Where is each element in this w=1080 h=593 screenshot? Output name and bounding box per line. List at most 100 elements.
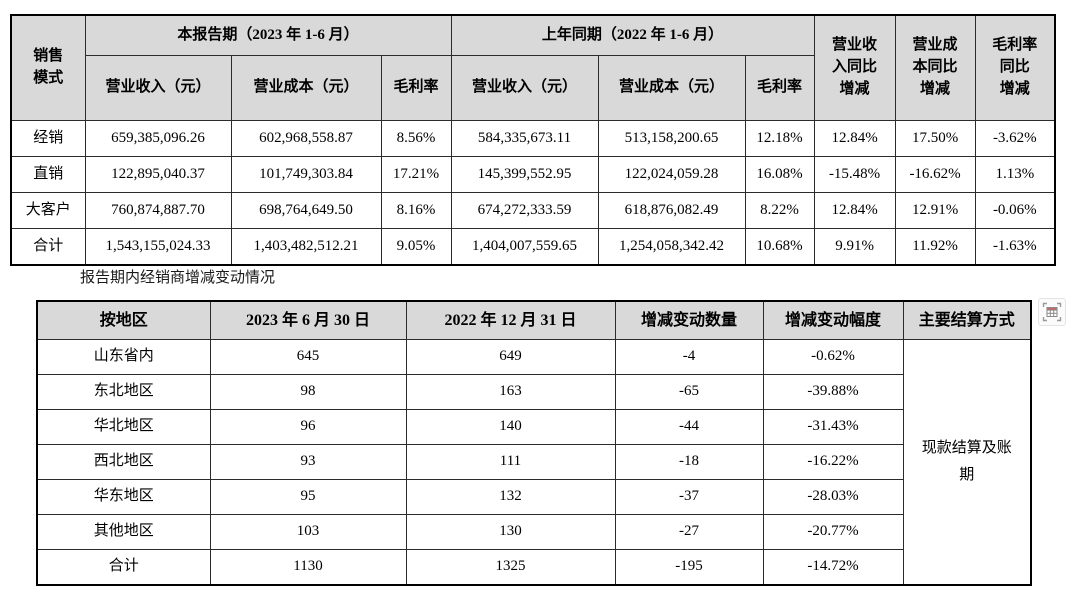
header-gross-margin-yoy: 毛利率 同比 增减 <box>974 14 1056 121</box>
table-cell: 8.56% <box>380 120 452 157</box>
table-cell: 98 <box>209 374 407 410</box>
table-cell: -20.77% <box>762 514 904 550</box>
table-cell: 659,385,096.26 <box>84 120 232 157</box>
table-cell: 96 <box>209 409 407 445</box>
table-cell: 698,764,649.50 <box>230 192 382 229</box>
table-cell: 95 <box>209 479 407 515</box>
table-cell: -195 <box>614 549 764 586</box>
table-row: 西北地区 93 111 -18 -16.22% <box>36 444 1031 480</box>
table-cell: -31.43% <box>762 409 904 445</box>
table-cell: -65 <box>614 374 764 410</box>
table-cell: 1,403,482,512.21 <box>230 228 382 266</box>
header-revenue-current: 营业收入（元） <box>84 55 232 121</box>
table-row: 华北地区 96 140 -44 -31.43% <box>36 409 1031 445</box>
table-row: 山东省内 645 649 -4 -0.62% 现款结算及账 期 <box>36 339 1032 586</box>
table-header-row: 销售 模式 本报告期（2023 年 1-6 月） 上年同期（2022 年 1-6… <box>10 14 1056 121</box>
sales-mode-table: 销售 模式 本报告期（2023 年 1-6 月） 上年同期（2022 年 1-6… <box>10 14 1057 266</box>
table-row: 直销 122,895,040.37 101,749,303.84 17.21% … <box>10 156 1056 193</box>
table-cell: 93 <box>209 444 407 480</box>
row-label: 东北地区 <box>36 374 211 410</box>
header-date-2023: 2023 年 6 月 30 日 <box>209 300 407 340</box>
header-gross-margin-prior: 毛利率 <box>744 55 815 121</box>
table-cell: -15.48% <box>813 156 896 193</box>
table-cell: -0.06% <box>974 192 1056 229</box>
table-cell: 145,399,552.95 <box>450 156 599 193</box>
table-cell: 9.05% <box>380 228 452 266</box>
table-cell: 111 <box>405 444 616 480</box>
table-cell: 1325 <box>405 549 616 586</box>
section-caption: 报告期内经销商增减变动情况 <box>80 270 276 286</box>
table-cell: 10.68% <box>744 228 815 266</box>
table-cell: 122,024,059.28 <box>597 156 746 193</box>
table-cell: -14.72% <box>762 549 904 586</box>
table-cell: 132 <box>405 479 616 515</box>
table-cell: 101,749,303.84 <box>230 156 382 193</box>
table-cell: -44 <box>614 409 764 445</box>
row-label: 华北地区 <box>36 409 211 445</box>
table-cell: 602,968,558.87 <box>230 120 382 157</box>
row-label: 合计 <box>36 549 211 586</box>
header-sales-mode: 销售 模式 <box>10 14 86 121</box>
header-prior-period-group: 上年同期（2022 年 1-6 月） <box>450 14 815 56</box>
row-label: 华东地区 <box>36 479 211 515</box>
table-cell: -18 <box>614 444 764 480</box>
table-cell: 163 <box>405 374 616 410</box>
row-label: 西北地区 <box>36 444 211 480</box>
table-cell: 1,404,007,559.65 <box>450 228 599 266</box>
row-label: 经销 <box>10 120 86 157</box>
table-cell: 12.84% <box>813 192 896 229</box>
header-region: 按地区 <box>36 300 211 340</box>
table-header-row: 按地区 2023 年 6 月 30 日 2022 年 12 月 31 日 增减变… <box>36 300 1032 340</box>
table-cell: 11.92% <box>894 228 976 266</box>
table-total-row: 合计 1,543,155,024.33 1,403,482,512.21 9.0… <box>10 228 1056 266</box>
table-cell: 17.50% <box>894 120 976 157</box>
table-cell: 645 <box>209 339 407 375</box>
header-current-period-group: 本报告期（2023 年 1-6 月） <box>84 14 452 56</box>
table-cell: 16.08% <box>744 156 815 193</box>
table-cell: 760,874,887.70 <box>84 192 232 229</box>
table-row: 华东地区 95 132 -37 -28.03% <box>36 479 1031 515</box>
table-cell: 12.84% <box>813 120 896 157</box>
header-change-qty: 增减变动数量 <box>614 300 764 340</box>
table-total-row: 合计 1130 1325 -195 -14.72% <box>36 549 1031 586</box>
table-cell: 8.22% <box>744 192 815 229</box>
table-cell: 103 <box>209 514 407 550</box>
table-cell: 12.18% <box>744 120 815 157</box>
header-settlement: 主要结算方式 <box>902 300 1032 340</box>
table-cell: 122,895,040.37 <box>84 156 232 193</box>
table-row: 其他地区 103 130 -27 -20.77% <box>36 514 1031 550</box>
table-select-icon[interactable] <box>1038 298 1066 326</box>
table-cell: 1,543,155,024.33 <box>84 228 232 266</box>
table-cell: 9.91% <box>813 228 896 266</box>
table-cell: -4 <box>614 339 764 375</box>
table-row: 大客户 760,874,887.70 698,764,649.50 8.16% … <box>10 192 1056 229</box>
settlement-method-cell: 现款结算及账 期 <box>902 339 1032 586</box>
table-cell: 1,254,058,342.42 <box>597 228 746 266</box>
table-cell: 140 <box>405 409 616 445</box>
table-cell: -3.62% <box>974 120 1056 157</box>
header-revenue-prior: 营业收入（元） <box>450 55 599 121</box>
row-label: 大客户 <box>10 192 86 229</box>
distributor-change-table: 按地区 2023 年 6 月 30 日 2022 年 12 月 31 日 增减变… <box>36 300 1032 586</box>
table-cell: 8.16% <box>380 192 452 229</box>
table-cell: -37 <box>614 479 764 515</box>
table-cell: -0.62% <box>762 339 904 375</box>
table-cell: 1130 <box>209 549 407 586</box>
table-cell: 17.21% <box>380 156 452 193</box>
table-cell: -16.22% <box>762 444 904 480</box>
row-label: 直销 <box>10 156 86 193</box>
table-cell: 130 <box>405 514 616 550</box>
header-gross-margin-current: 毛利率 <box>380 55 452 121</box>
table-cell: 674,272,333.59 <box>450 192 599 229</box>
header-date-2022: 2022 年 12 月 31 日 <box>405 300 616 340</box>
table-row: 经销 659,385,096.26 602,968,558.87 8.56% 5… <box>10 120 1056 157</box>
table-cell: 1.13% <box>974 156 1056 193</box>
header-cost-yoy: 营业成 本同比 增减 <box>894 14 976 121</box>
table-cell: -1.63% <box>974 228 1056 266</box>
table-cell: 513,158,200.65 <box>597 120 746 157</box>
row-label: 其他地区 <box>36 514 211 550</box>
table-cell: -27 <box>614 514 764 550</box>
table-cell: 618,876,082.49 <box>597 192 746 229</box>
table-subheader-row: 营业收入（元） 营业成本（元） 毛利率 营业收入（元） 营业成本（元） 毛利率 <box>11 55 1055 121</box>
table-cell: 584,335,673.11 <box>450 120 599 157</box>
